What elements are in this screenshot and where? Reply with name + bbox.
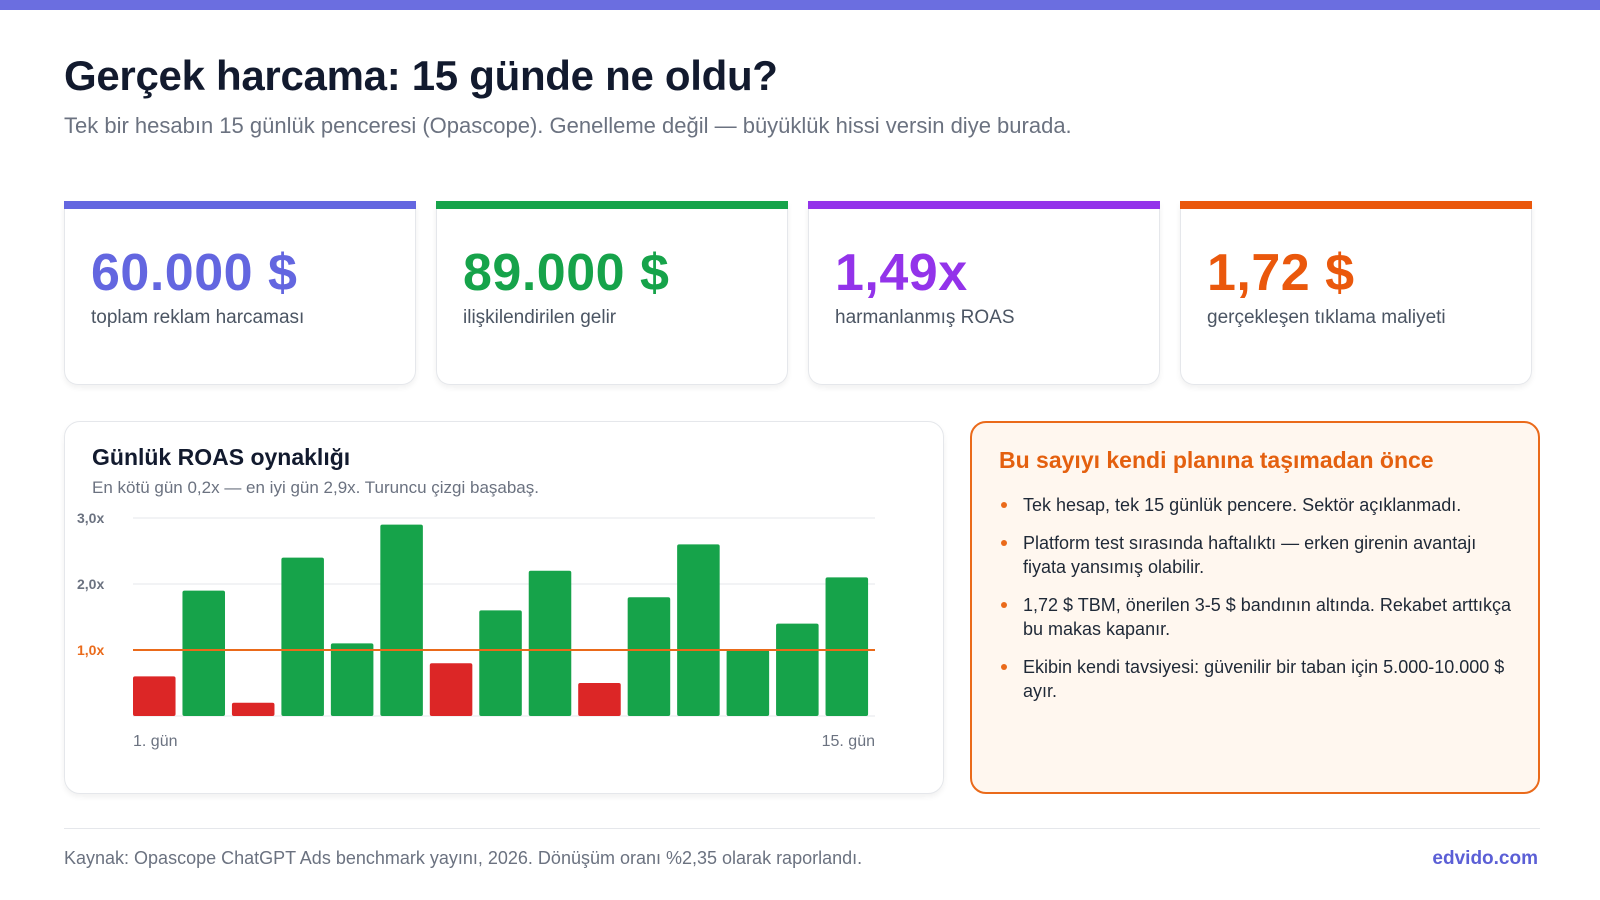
kpi-stripe [808, 201, 1160, 209]
bar-day-14 [776, 623, 819, 716]
bar-day-10 [578, 683, 621, 716]
caveat-text: Ekibin kendi tavsiyesi: güvenilir bir ta… [1023, 657, 1505, 701]
caveat-text: Tek hesap, tek 15 günlük pencere. Sektör… [1023, 495, 1462, 515]
bar-day-12 [677, 544, 720, 716]
caveat-item: Tek hesap, tek 15 günlük pencere. Sektör… [999, 493, 1519, 517]
bar-day-13 [726, 650, 770, 716]
kpi-label: toplam reklam harcaması [91, 307, 305, 328]
kpi-value: 89.000 $ [463, 244, 670, 302]
chart-card: 1,0x 2,0x 3,0x 1. gün 15. gün Günlük ROAS oy… [64, 421, 944, 794]
caveat-item: Ekibin kendi tavsiyesi: güvenilir bir ta… [999, 655, 1519, 703]
bar-day-7 [429, 663, 473, 716]
caveats-list: Tek hesap, tek 15 günlük pencere. Sektör… [999, 493, 1519, 717]
y-tick-label: 2,0x [77, 576, 104, 592]
bar-day-6 [380, 524, 423, 716]
kpi-label: harmanlanmış ROAS [835, 307, 1015, 328]
source-note: Kaynak: Opascope ChatGPT Ads benchmark y… [64, 848, 863, 868]
bullet-icon [1001, 664, 1007, 670]
kpi-label: gerçekleşen tıklama maliyeti [1207, 307, 1446, 328]
page-subtitle: Tek bir hesabın 15 günlük penceresi (Opa… [64, 113, 1072, 138]
kpi-stripe [1180, 201, 1532, 209]
caveats-title: Bu sayıyı kendi planına taşımadan önce [999, 447, 1434, 473]
kpi-value: 60.000 $ [91, 244, 298, 302]
chart-subtitle: En kötü gün 0,2x — en iyi gün 2,9x. Turu… [92, 478, 539, 497]
caveats-card: Bu sayıyı kendi planına taşımadan önce T… [970, 421, 1540, 794]
bullet-icon [1001, 540, 1007, 546]
kpi-stripe [64, 201, 416, 209]
caveat-text: 1,72 $ TBM, önerilen 3-5 $ bandının altı… [1023, 595, 1511, 639]
footer-divider [64, 828, 1540, 829]
kpi-card-ad-spend: 60.000 $ toplam reklam harcaması [64, 201, 416, 385]
caveat-text: Platform test sırasında haftalıktı — erk… [1023, 533, 1477, 577]
top-accent-bar [0, 0, 1600, 10]
kpi-stripe [436, 201, 788, 209]
bar-day-8 [479, 610, 522, 716]
bar-day-4 [281, 557, 324, 716]
kpi-label: ilişkilendirilen gelir [463, 307, 617, 328]
bullet-icon [1001, 502, 1007, 508]
kpi-card-roas: 1,49x harmanlanmış ROAS [808, 201, 1160, 385]
bar-day-2 [182, 590, 226, 716]
bar-day-9 [528, 570, 572, 716]
caveat-item: 1,72 $ TBM, önerilen 3-5 $ bandının altı… [999, 593, 1519, 641]
x-tick-label-last: 15. gün [822, 733, 875, 750]
y-tick-label: 1,0x [77, 642, 104, 658]
bar-day-11 [627, 597, 671, 716]
kpi-card-revenue: 89.000 $ ilişkilendirilen gelir [436, 201, 788, 385]
x-tick-label-first: 1. gün [133, 733, 177, 750]
roas-bar-chart: 1,0x 2,0x 3,0x 1. gün 15. gün [77, 510, 875, 750]
y-tick-label: 3,0x [77, 510, 104, 526]
chart-title: Günlük ROAS oynaklığı [92, 444, 351, 470]
page-title: Gerçek harcama: 15 günde ne oldu? [64, 52, 778, 99]
bar-day-3 [231, 702, 275, 716]
brand-link[interactable]: edvido.com [1432, 848, 1538, 869]
kpi-value: 1,72 $ [1207, 244, 1355, 302]
kpi-card-cpc: 1,72 $ gerçekleşen tıklama maliyeti [1180, 201, 1532, 385]
caveat-item: Platform test sırasında haftalıktı — erk… [999, 531, 1519, 579]
bar-day-15 [825, 577, 869, 716]
bullet-icon [1001, 602, 1007, 608]
bar-day-5 [330, 643, 374, 716]
kpi-value: 1,49x [835, 244, 968, 302]
bar-day-1 [133, 676, 176, 716]
